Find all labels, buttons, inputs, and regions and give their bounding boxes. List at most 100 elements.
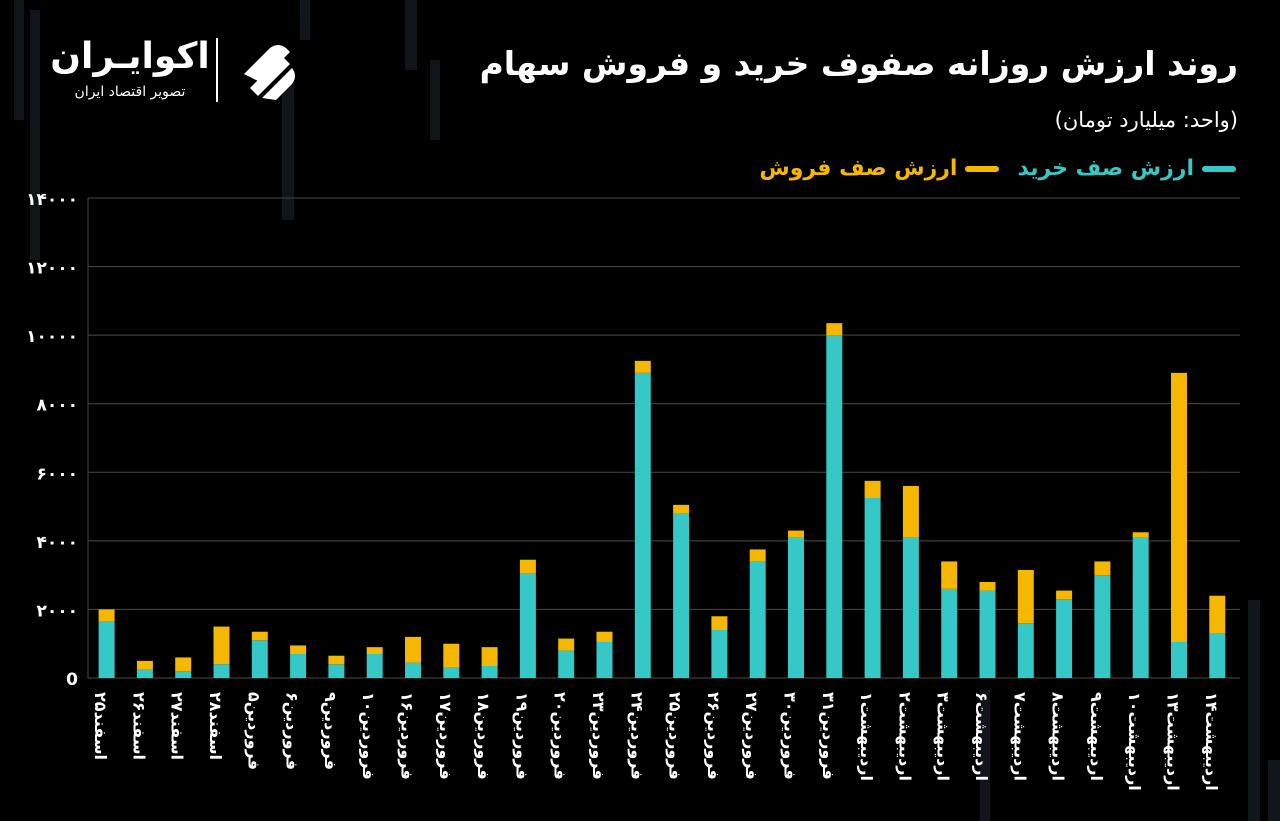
- x-tick-label: فروردین۳۰: [781, 692, 800, 780]
- y-tick-label: ۱۴۰۰۰: [26, 190, 78, 210]
- bar-sell: [634, 360, 651, 373]
- bar-buy: [175, 671, 192, 678]
- x-tick-label: فروردین۱۶: [398, 692, 417, 780]
- bar-sell: [213, 626, 230, 665]
- chart-unit: (واحد: میلیارد تومان): [1054, 108, 1238, 132]
- bar-buy: [1132, 537, 1149, 678]
- bar-sell: [1171, 372, 1187, 642]
- x-tick-label: اردیبهشت۱: [857, 692, 876, 781]
- x-tick-label: فروردین۲۰: [551, 692, 570, 780]
- x-tick-label: فروردین۱۰: [359, 692, 378, 780]
- bar-sell: [941, 561, 958, 589]
- bar-sell: [366, 647, 383, 654]
- x-tick-label: فروردین۶: [283, 692, 302, 770]
- legend-swatch-buy: [1202, 165, 1236, 172]
- bar-sell: [979, 582, 996, 591]
- bar-sell: [98, 609, 115, 622]
- bar-sell: [1017, 570, 1034, 624]
- bar-buy: [941, 588, 958, 678]
- x-tick-label: فروردین۱۷: [436, 692, 455, 780]
- x-tick-label: فروردین۱۸: [474, 692, 493, 780]
- bar-buy: [596, 642, 613, 678]
- y-tick-label: ۲۰۰۰: [36, 601, 78, 621]
- x-tick-label: اسفند۲۵: [91, 692, 110, 760]
- y-tick-label: ۶۰۰۰: [36, 464, 78, 484]
- x-tick-label: فروردین۳۱: [819, 692, 838, 780]
- x-tick-label: اردیبهشت۱۰: [1125, 692, 1144, 791]
- bar-sell: [596, 631, 613, 642]
- bar-buy: [1094, 575, 1111, 678]
- x-tick-label: اردیبهشت۸: [1049, 692, 1068, 781]
- brand-logo: اکوایـران تصویر اقتصاد ایران: [50, 34, 310, 110]
- x-tick-label: فروردین۱۹: [512, 692, 531, 780]
- y-tick-label: ۱۰۰۰۰: [26, 327, 78, 347]
- x-tick-label: فروردین۲۴: [627, 692, 646, 780]
- x-tick-label: اردیبهشت۷: [1010, 692, 1029, 781]
- x-tick-label: اسفند۲۸: [206, 692, 225, 760]
- bar-buy: [1017, 623, 1034, 678]
- bar-sell: [749, 549, 766, 562]
- bar-sell: [1094, 561, 1111, 576]
- y-tick-label: ۸۰۰۰: [36, 396, 78, 416]
- logo-divider: [216, 38, 218, 102]
- x-tick-label: فروردین۵: [244, 692, 263, 770]
- bar-buy: [864, 498, 881, 678]
- ekoiran-logo-icon: [244, 45, 295, 100]
- bar-sell: [251, 631, 268, 641]
- bar-sell: [864, 480, 881, 498]
- bar-sell: [711, 616, 728, 630]
- bar-sell: [788, 530, 804, 538]
- bar-buy: [481, 666, 498, 678]
- bar-buy: [1209, 633, 1226, 678]
- bar-sell: [175, 657, 192, 672]
- x-tick-label: فروردین۲۶: [704, 692, 723, 780]
- bar-buy: [902, 537, 919, 678]
- y-tick-label: ۱۲۰۰۰: [26, 259, 78, 279]
- x-tick-label: فروردین۲۷: [742, 692, 761, 780]
- bar-buy: [405, 662, 421, 678]
- bar-buy: [558, 650, 575, 678]
- bar-sell: [902, 486, 919, 538]
- bar-buy: [711, 630, 728, 678]
- bar-buy: [213, 664, 230, 678]
- bar-sell: [673, 504, 690, 514]
- y-tick-label: 0: [66, 670, 78, 690]
- bar-buy: [290, 654, 307, 678]
- bar-sell: [443, 643, 460, 668]
- x-tick-label: اردیبهشت۲: [895, 692, 914, 781]
- legend-item-sell: ارزش صف فروش: [759, 156, 1000, 181]
- bar-sell: [405, 636, 421, 663]
- bar-sell: [1209, 595, 1226, 634]
- x-tick-label: اردیبهشت۶: [972, 692, 991, 781]
- legend-label-sell: ارزش صف فروش: [759, 156, 958, 181]
- bar-buy: [826, 335, 843, 678]
- bar-buy: [749, 561, 766, 678]
- bar-sell: [558, 638, 575, 651]
- bar-buy: [979, 590, 996, 678]
- x-tick-label: اسفند۲۶: [129, 692, 148, 760]
- bar-buy: [634, 372, 651, 678]
- chart-title: روند ارزش روزانه صفوف خرید و فروش سهام: [479, 44, 1238, 83]
- bar-buy: [1056, 599, 1073, 678]
- chart-legend: ارزش صف خرید ارزش صف فروش: [759, 156, 1236, 181]
- bar-buy: [443, 667, 460, 678]
- bar-buy: [366, 654, 383, 678]
- x-tick-label: فروردین۲۳: [589, 692, 608, 780]
- x-tick-label: اسفند۲۷: [168, 692, 187, 760]
- bar-buy: [673, 513, 690, 678]
- bar-buy: [1171, 642, 1187, 678]
- bar-sell: [1056, 590, 1073, 600]
- logo-name: اکوایـران: [50, 36, 210, 77]
- x-tick-label: فروردین۹: [321, 692, 340, 770]
- bar-buy: [251, 640, 268, 678]
- bar-sell: [1132, 532, 1149, 538]
- bar-sell: [826, 323, 843, 336]
- logo-tagline: تصویر اقتصاد ایران: [74, 84, 186, 100]
- bar-buy: [788, 537, 804, 678]
- x-tick-label: اردیبهشت۳: [934, 692, 953, 781]
- legend-item-buy: ارزش صف خرید: [1017, 156, 1236, 181]
- bar-sell: [290, 645, 307, 654]
- bar-buy: [519, 573, 536, 678]
